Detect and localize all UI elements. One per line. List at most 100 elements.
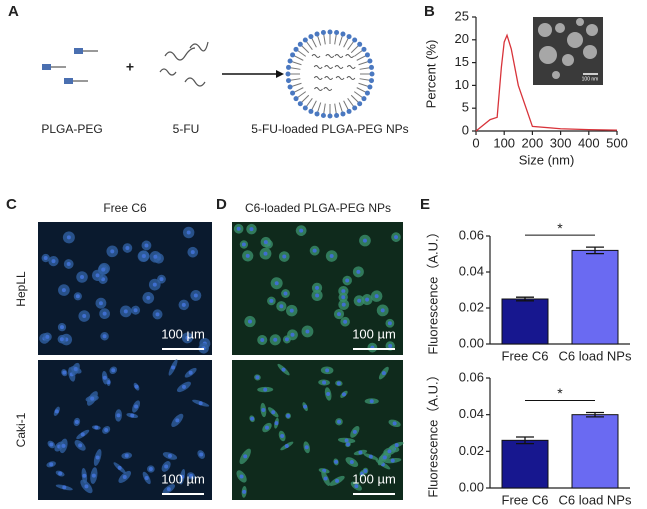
lipid-tail (353, 50, 363, 57)
nucleus (189, 473, 194, 478)
nucleus (352, 429, 357, 434)
lipid-head (302, 37, 308, 43)
drug (345, 54, 355, 58)
panel-label: A (8, 3, 19, 20)
nucleus (98, 301, 103, 306)
nucleus (392, 421, 397, 426)
scale-label: 100 µm (352, 471, 396, 486)
nucleus (363, 469, 368, 474)
y-tick-label: 0 (462, 122, 469, 137)
nucleus (243, 454, 248, 459)
nucleus (341, 392, 346, 397)
lipid-head (286, 64, 292, 70)
error-bar (586, 246, 604, 255)
lipid-head (297, 101, 303, 107)
drug (335, 76, 345, 80)
sem-particle (555, 23, 565, 33)
polymer-icons (42, 48, 98, 84)
nucleus (356, 269, 361, 274)
lipid-head (297, 41, 303, 47)
drug (313, 76, 323, 80)
lipid-head (352, 37, 358, 43)
nucleus (394, 443, 399, 448)
lipid-head (367, 84, 373, 90)
lipid-tail (343, 100, 349, 110)
sem-particle (567, 32, 583, 48)
lipid-head (364, 90, 370, 96)
nucleus (286, 413, 291, 418)
arrow-head (276, 70, 284, 78)
nucleus (323, 476, 328, 481)
sem-particle (538, 23, 552, 37)
x-tick-label: Free C6 (502, 348, 549, 363)
error-bar (586, 411, 604, 418)
nucleus (186, 230, 191, 235)
nucleus (61, 443, 66, 448)
nucleus (273, 337, 278, 342)
x-tick-label: 500 (606, 135, 628, 150)
nucleus (381, 371, 386, 376)
scale-label: 100 µm (352, 326, 396, 341)
drug (346, 65, 356, 69)
lipid-tail (294, 87, 304, 93)
y-tick-label: 0.04 (459, 406, 484, 421)
lipid-head (334, 30, 340, 36)
nucleus (82, 314, 87, 319)
nucleus (94, 425, 99, 430)
nucleus (153, 254, 158, 259)
nucleus (247, 319, 252, 324)
lipid-tail (334, 103, 337, 114)
x-tick-label: 100 (493, 135, 515, 150)
annotation: * (557, 220, 563, 236)
nucleus (59, 325, 64, 330)
sem-particles (538, 18, 598, 79)
lipid-tail (359, 78, 370, 81)
sem-particle (583, 45, 597, 59)
nucleus (159, 277, 164, 282)
drug (334, 65, 344, 69)
nucleus (264, 425, 269, 430)
lipid-head (340, 111, 346, 117)
nucleus (336, 381, 341, 386)
nucleus (289, 308, 294, 313)
lipid-tail (317, 102, 322, 113)
nucleus (263, 251, 268, 256)
lipid-head (357, 101, 363, 107)
nucleus (152, 282, 157, 287)
nucleus (346, 442, 351, 447)
nucleus (102, 311, 107, 316)
nucleus (387, 449, 392, 454)
lipid-tail (301, 94, 310, 103)
panel-label: D (216, 196, 227, 213)
lipid-tail (334, 34, 337, 45)
x-tick-label: C6 load NPs (559, 492, 632, 507)
y-tick-label: 5 (462, 100, 469, 115)
nucleus (58, 471, 63, 476)
nucleus (337, 419, 342, 424)
nucleus (290, 332, 295, 337)
drug (346, 76, 356, 80)
y-tick-label: 10 (455, 77, 469, 92)
micrographs: 100 µm 100 µm 100 µm 100 µm (38, 222, 404, 500)
lipid-tail (311, 38, 317, 48)
nucleus (274, 281, 279, 286)
lipid-head (368, 78, 374, 84)
bar (501, 298, 549, 345)
nucleus (315, 285, 320, 290)
lipid-tail (297, 91, 307, 98)
nucleus (343, 319, 348, 324)
y-tick-label: 0.06 (459, 369, 484, 384)
nucleus (263, 240, 268, 245)
nucleus (95, 455, 100, 460)
nucleus (250, 416, 255, 421)
x-tick-label: 300 (550, 135, 572, 150)
lipid-head (364, 52, 370, 58)
lipid-head (346, 34, 352, 40)
nucleus (146, 295, 151, 300)
nucleus (284, 337, 289, 342)
nucleus (242, 489, 247, 494)
nucleus (49, 462, 54, 467)
nucleus (241, 242, 246, 247)
nucleus (75, 294, 80, 299)
y-tick-label: 25 (455, 8, 469, 23)
